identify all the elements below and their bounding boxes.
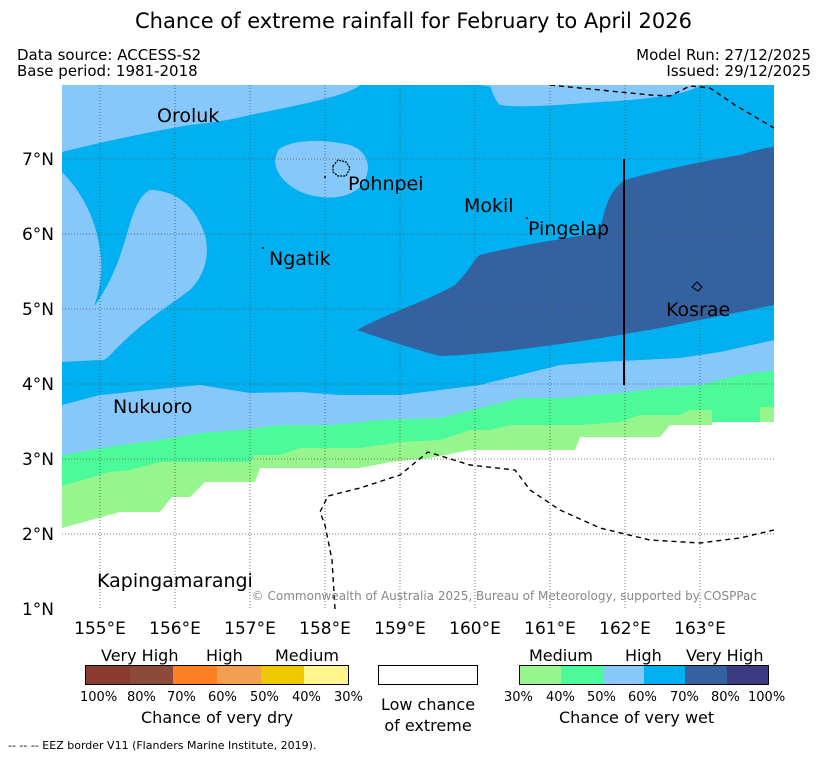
dry-legend-title: Chance of very dry xyxy=(141,708,294,727)
issued-date: Issued: 29/12/2025 xyxy=(666,62,811,80)
map-layers xyxy=(62,85,774,609)
wet-tick: 80% xyxy=(711,690,740,705)
wet-header-high: High xyxy=(625,646,662,665)
lat-label: 4°N xyxy=(22,375,54,395)
data-source: Data source: ACCESS-S2 xyxy=(17,46,202,64)
lat-label: 3°N xyxy=(22,450,54,470)
place-kapingamarangi: Kapingamarangi xyxy=(97,570,253,592)
map-title: Chance of extreme rainfall for February … xyxy=(135,9,692,33)
wet-header-medium: Medium xyxy=(529,646,593,665)
dry-colorbar xyxy=(85,665,349,685)
low-chance-label: Low chance of extreme xyxy=(376,694,480,736)
wet-swatch-4 xyxy=(685,666,727,684)
place-pingelap: Pingelap xyxy=(528,218,609,240)
lon-label: 156°E xyxy=(149,619,201,639)
pohnpei-island xyxy=(332,159,351,177)
eez-note: -- -- -- EEZ border V11 (Flanders Marine… xyxy=(8,739,317,752)
lat-label: 2°N xyxy=(22,525,54,545)
wet-header-very-high: Very High xyxy=(686,646,764,665)
wet-tick: 100% xyxy=(748,690,786,705)
lon-label: 158°E xyxy=(299,619,351,639)
meta-left: Data source: ACCESS-S2 Base period: 1981… xyxy=(17,47,201,79)
lon-label: 162°E xyxy=(599,619,651,639)
lat-label: 6°N xyxy=(22,225,54,245)
place-kosrae: Kosrae xyxy=(666,299,730,321)
wet-swatch-2 xyxy=(602,666,644,684)
rainfall-map[interactable]: Oroluk Pohnpei Mokil Pingelap Ngatik Kos… xyxy=(0,0,827,640)
wet-tick: 40% xyxy=(546,690,575,705)
ngatik-dot xyxy=(262,247,264,249)
dry-tick: 100% xyxy=(80,690,118,705)
dry-tick: 80% xyxy=(127,690,156,705)
wet-tick: 60% xyxy=(628,690,657,705)
dry-swatch-3 xyxy=(217,666,261,684)
copyright: © Commonwealth of Australia 2025, Bureau… xyxy=(252,589,757,603)
pingelap-dot xyxy=(526,217,528,219)
kosrae-island xyxy=(691,281,703,292)
very-high-region xyxy=(357,147,774,356)
pohnpei-islet xyxy=(324,176,326,178)
lon-label: 157°E xyxy=(224,619,276,639)
lon-label: 155°E xyxy=(74,619,126,639)
wet-swatch-0 xyxy=(520,666,562,684)
dry-header-high: High xyxy=(206,646,243,665)
high-light-pohnpei xyxy=(275,140,368,198)
lon-label: 161°E xyxy=(524,619,576,639)
wet-swatch-1 xyxy=(561,666,603,684)
eez-border xyxy=(319,85,774,609)
dry-swatch-1 xyxy=(129,666,174,684)
place-oroluk: Oroluk xyxy=(157,105,219,127)
lat-label: 1°N xyxy=(22,600,54,620)
place-ngatik: Ngatik xyxy=(269,248,331,270)
dry-tick: 60% xyxy=(208,690,237,705)
dry-header-very-high: Very High xyxy=(101,646,179,665)
high-light-central xyxy=(62,190,207,362)
dry-header-medium: Medium xyxy=(275,646,339,665)
lat-label: 7°N xyxy=(22,150,54,170)
dry-swatch-5 xyxy=(304,666,349,684)
dry-swatch-4 xyxy=(260,666,305,684)
place-mokil: Mokil xyxy=(464,195,514,217)
wet-tick: 30% xyxy=(504,690,533,705)
wet-swatch-5 xyxy=(726,666,768,684)
high-light-northeast xyxy=(490,85,700,107)
dry-tick: 70% xyxy=(167,690,196,705)
model-run: Model Run: 27/12/2025 xyxy=(636,46,811,64)
low-chance-line1: Low chance xyxy=(380,695,476,714)
low-chance-line2: of extreme xyxy=(384,716,472,735)
dry-tick: 50% xyxy=(250,690,279,705)
lat-label: 5°N xyxy=(22,300,54,320)
place-pohnpei: Pohnpei xyxy=(348,173,424,195)
dry-swatch-2 xyxy=(173,666,218,684)
wet-swatch-3 xyxy=(643,666,686,684)
wet-colorbar xyxy=(519,665,769,685)
dry-tick: 40% xyxy=(292,690,321,705)
low-chance-swatch xyxy=(378,665,478,685)
place-nukuoro: Nukuoro xyxy=(113,396,192,418)
wet-tick: 50% xyxy=(587,690,616,705)
meta-right: Model Run: 27/12/2025 Issued: 29/12/2025 xyxy=(636,47,811,79)
base-period: Base period: 1981-2018 xyxy=(17,62,198,80)
dry-swatch-0 xyxy=(86,666,130,684)
lon-label: 163°E xyxy=(674,619,726,639)
dry-tick: 30% xyxy=(334,690,363,705)
lon-label: 159°E xyxy=(374,619,426,639)
wet-tick: 70% xyxy=(670,690,699,705)
lon-label: 160°E xyxy=(449,619,501,639)
high-light-west xyxy=(62,85,360,152)
wet-legend-title: Chance of very wet xyxy=(559,708,715,727)
